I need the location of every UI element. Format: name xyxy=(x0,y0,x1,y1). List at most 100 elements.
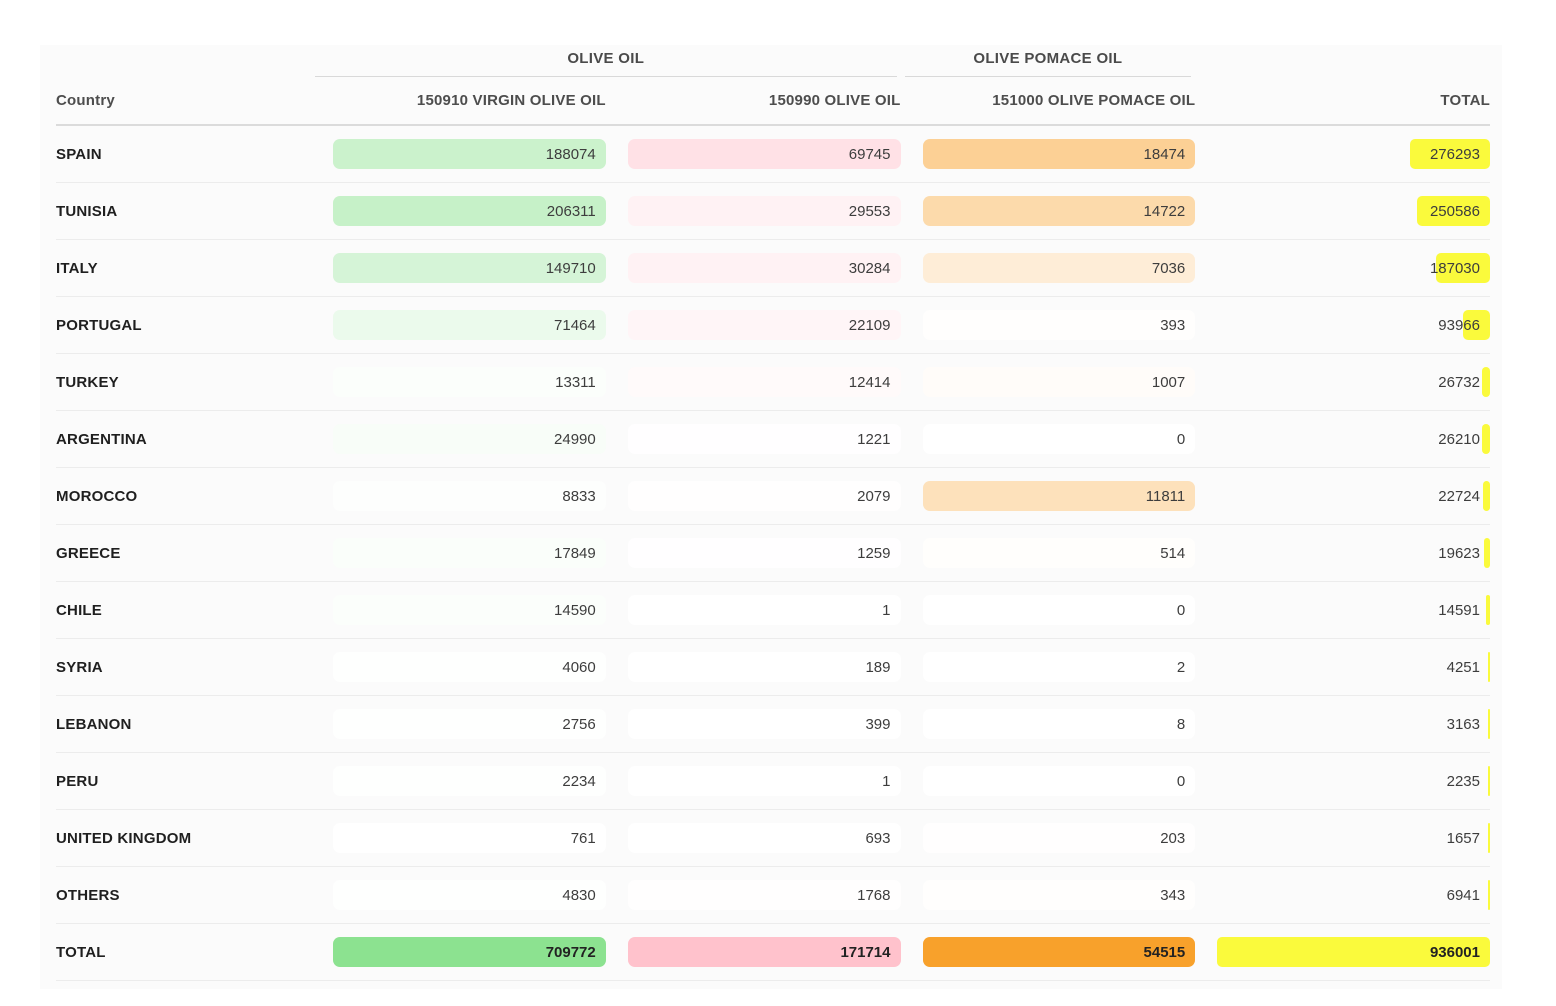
total-bar xyxy=(1462,310,1490,340)
pomace-oil-cell: 0 xyxy=(901,766,1196,796)
value-pill: 188074 xyxy=(333,139,606,169)
country-cell: PERU xyxy=(56,772,99,790)
olive-oil-cell: 69745 xyxy=(606,139,901,169)
table-row: TURKEY 13311 12414 1007 26732 xyxy=(56,354,1490,411)
country-cell: CHILE xyxy=(56,601,102,619)
table-row: PORTUGAL 71464 22109 393 93966 xyxy=(56,297,1490,354)
total-bar xyxy=(1488,652,1490,682)
virgin-olive-oil-cell: 2234 xyxy=(311,766,606,796)
total-row: TOTAL 709772 171714 54515 936001 xyxy=(56,924,1490,981)
group-header-olive-pomace-oil: OLIVE POMACE OIL xyxy=(901,45,1196,77)
value-pill: 2 xyxy=(922,652,1196,682)
total-bar xyxy=(1488,709,1490,739)
value-pill: 12414 xyxy=(627,367,901,397)
table-row: UNITED KINGDOM 761 693 203 1657 xyxy=(56,810,1490,867)
value-pill: 1 xyxy=(627,595,901,625)
cell-value: 2235 xyxy=(1446,772,1480,790)
value-pill: 30284 xyxy=(627,253,901,283)
total-pill: 14591 xyxy=(1217,595,1490,625)
value-pill: 24990 xyxy=(333,424,606,454)
table-row: OTHERS 4830 1768 343 6941 xyxy=(56,867,1490,924)
cell-value: 30284 xyxy=(848,259,891,277)
table-body: SPAIN 188074 69745 18474 276293 TUNISIA 206311… xyxy=(56,126,1490,981)
pomace-oil-cell: 2 xyxy=(901,652,1196,682)
value-pill: 189 xyxy=(627,652,901,682)
virgin-olive-oil-cell: 188074 xyxy=(311,139,606,169)
total-cell: 93966 xyxy=(1195,310,1490,340)
total-bar xyxy=(1487,880,1490,910)
value-pill: 13311 xyxy=(333,367,606,397)
olive-oil-cell: 29553 xyxy=(606,196,901,226)
pomace-oil-cell: 393 xyxy=(901,310,1196,340)
total-cell: 19623 xyxy=(1195,538,1490,568)
value-pill: 1007 xyxy=(922,367,1196,397)
cell-value: 8833 xyxy=(562,487,596,505)
cell-value: 22109 xyxy=(848,316,891,334)
value-pill: 4830 xyxy=(333,880,606,910)
total-bar xyxy=(1485,595,1490,625)
total-cell: 3163 xyxy=(1195,709,1490,739)
country-cell: OTHERS xyxy=(56,886,120,904)
cell-value: 18474 xyxy=(1143,145,1186,163)
value-pill: 1 xyxy=(627,766,901,796)
cell-value: 26732 xyxy=(1438,373,1480,391)
total-pill: 2235 xyxy=(1217,766,1490,796)
virgin-olive-oil-cell: 4060 xyxy=(311,652,606,682)
country-cell: LEBANON xyxy=(56,715,132,733)
country-cell: GREECE xyxy=(56,544,121,562)
virgin-olive-oil-cell: 4830 xyxy=(311,880,606,910)
cell-value: 14722 xyxy=(1143,202,1186,220)
cell-value: 29553 xyxy=(848,202,891,220)
value-pill: 4060 xyxy=(333,652,606,682)
total-cell: 250586 xyxy=(1195,196,1490,226)
total-pill: 187030 xyxy=(1217,253,1490,283)
cell-value: 11811 xyxy=(1145,487,1186,505)
cell-value: 276293 xyxy=(1429,145,1480,163)
olive-oil-cell: 693 xyxy=(606,823,901,853)
olive-oil-cell: 22109 xyxy=(606,310,901,340)
total-bar xyxy=(1482,367,1490,397)
cell-value: 187030 xyxy=(1429,259,1480,277)
cell-value: 1221 xyxy=(857,430,891,448)
cell-value: 250586 xyxy=(1429,202,1480,220)
total-pill: 19623 xyxy=(1217,538,1490,568)
cell-value: 149710 xyxy=(545,259,596,277)
cell-value: 393 xyxy=(1160,316,1186,334)
country-cell: MOROCCO xyxy=(56,487,138,505)
total-bar xyxy=(1217,937,1490,967)
group-header-olive-oil: OLIVE OIL xyxy=(311,45,901,77)
table-row: SYRIA 4060 189 2 4251 xyxy=(56,639,1490,696)
value-pill: 17849 xyxy=(333,538,606,568)
table-row: SPAIN 188074 69745 18474 276293 xyxy=(56,126,1490,183)
country-cell: ITALY xyxy=(56,259,98,277)
value-pill: 69745 xyxy=(627,139,901,169)
table-row: ARGENTINA 24990 1221 0 26210 xyxy=(56,411,1490,468)
total-cell: 26210 xyxy=(1195,424,1490,454)
value-pill: 171714 xyxy=(627,937,901,967)
virgin-olive-oil-cell: 71464 xyxy=(311,310,606,340)
cell-value: 2 xyxy=(1176,658,1186,676)
value-pill: 1221 xyxy=(627,424,901,454)
total-cell: 4251 xyxy=(1195,652,1490,682)
column-header-country: Country xyxy=(56,91,115,109)
cell-value: 2234 xyxy=(562,772,596,790)
total-cell: 14591 xyxy=(1195,595,1490,625)
cell-value: 514 xyxy=(1160,544,1186,562)
cell-value: 761 xyxy=(570,829,596,847)
cell-value: 71464 xyxy=(554,316,596,334)
cell-value: 6941 xyxy=(1446,886,1480,904)
cell-value: 4830 xyxy=(562,886,596,904)
total-bar xyxy=(1416,196,1490,226)
cell-value: 1657 xyxy=(1446,829,1480,847)
cell-value: 936001 xyxy=(1429,943,1480,961)
value-pill: 761 xyxy=(333,823,606,853)
value-pill: 0 xyxy=(922,595,1196,625)
total-pill: 250586 xyxy=(1217,196,1490,226)
pomace-oil-cell: 7036 xyxy=(901,253,1196,283)
virgin-olive-oil-cell: 24990 xyxy=(311,424,606,454)
cell-value: 189 xyxy=(865,658,891,676)
column-header-olive-pomace-oil: 151000 OLIVE POMACE OIL xyxy=(992,91,1196,109)
cell-value: 14591 xyxy=(1438,601,1480,619)
cell-value: 203 xyxy=(1160,829,1186,847)
total-bar xyxy=(1483,481,1490,511)
